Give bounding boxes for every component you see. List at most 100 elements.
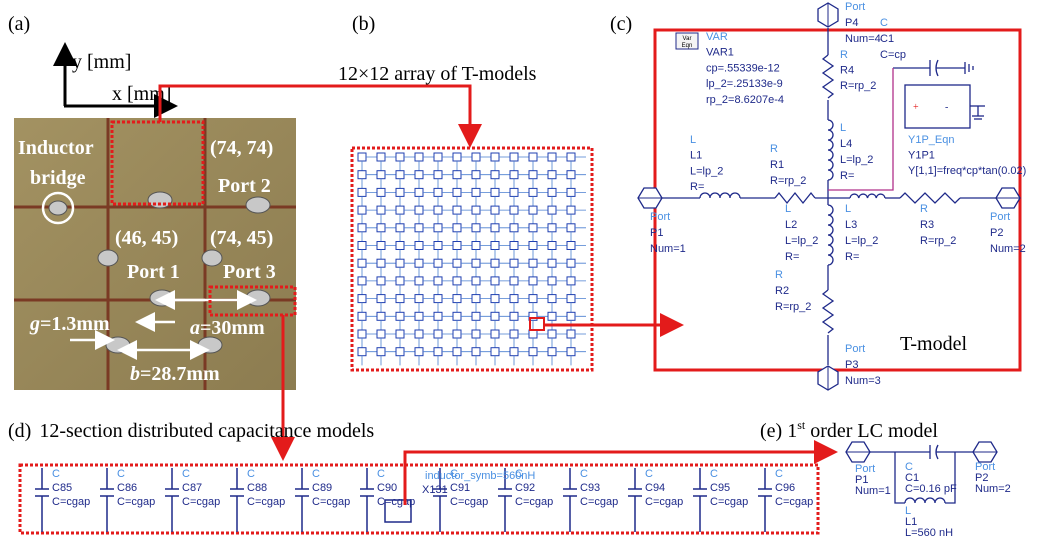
- cell: [491, 206, 499, 214]
- figure: (a) y [mm] x [mm] Inductor bridge (74, 7…: [0, 0, 1041, 538]
- component-type: C: [117, 468, 125, 480]
- cell-wire: [381, 263, 396, 277]
- cell: [548, 348, 556, 356]
- cell: [377, 348, 385, 356]
- component-label: C=cgap: [450, 496, 488, 508]
- cell: [358, 206, 366, 214]
- cell: [434, 259, 442, 267]
- cell: [510, 206, 518, 214]
- component-label: C=cgap: [52, 496, 90, 508]
- cell: [453, 153, 461, 161]
- component-label: Y1P1: [908, 150, 935, 162]
- cell-wire: [533, 299, 548, 313]
- component-label: R1: [770, 159, 784, 171]
- cell: [396, 330, 404, 338]
- t-model-array: [358, 153, 586, 365]
- component-label: C1: [880, 33, 894, 45]
- cell: [567, 277, 575, 285]
- component-label: Num=1: [855, 485, 891, 497]
- component-label: R3: [920, 219, 934, 231]
- cell-wire: [514, 281, 529, 295]
- cell-wire: [533, 334, 548, 348]
- cell-wire: [552, 210, 567, 224]
- cell: [396, 277, 404, 285]
- cell-wire: [533, 210, 548, 224]
- cell: [396, 206, 404, 214]
- cell: [358, 188, 366, 196]
- cell-wire: [495, 210, 510, 224]
- cell-wire: [438, 352, 453, 366]
- cell-wire: [495, 316, 510, 330]
- cell: [377, 295, 385, 303]
- cell-wire: [514, 228, 529, 242]
- component-type: Port: [845, 343, 865, 355]
- cell-wire: [400, 192, 415, 206]
- icon-text: Eqn: [682, 43, 693, 49]
- cell: [510, 188, 518, 196]
- cell-wire: [571, 157, 586, 171]
- cell-wire: [381, 334, 396, 348]
- component-type: C: [710, 468, 718, 480]
- component-label: C93: [580, 482, 600, 494]
- cell-wire: [438, 299, 453, 313]
- cell: [529, 188, 537, 196]
- cell-wire: [552, 263, 567, 277]
- cell-wire: [514, 175, 529, 189]
- cell-wire: [476, 334, 491, 348]
- component-label: C90: [377, 482, 397, 494]
- cell: [529, 171, 537, 179]
- cell: [453, 224, 461, 232]
- cell-wire: [419, 316, 434, 330]
- cell: [510, 348, 518, 356]
- cell-wire: [362, 157, 377, 171]
- cell-wire: [514, 157, 529, 171]
- symbol: a: [190, 317, 200, 339]
- component-type: L: [845, 203, 851, 215]
- symbol: b: [130, 363, 140, 385]
- cell: [529, 277, 537, 285]
- cell-wire: [362, 210, 377, 224]
- cell: [510, 224, 518, 232]
- cell: [510, 312, 518, 320]
- cell: [472, 224, 480, 232]
- cell-wire: [438, 210, 453, 224]
- dimension: b=28.7mm: [130, 363, 220, 385]
- cell: [567, 153, 575, 161]
- cell: [548, 330, 556, 338]
- cell: [358, 224, 366, 232]
- cell: [415, 295, 423, 303]
- component-type: Port: [990, 211, 1010, 223]
- cell-wire: [400, 299, 415, 313]
- cell: [434, 224, 442, 232]
- cell-wire: [476, 228, 491, 242]
- cell: [529, 348, 537, 356]
- cell-wire: [438, 157, 453, 171]
- cell: [434, 277, 442, 285]
- cell-wire: [457, 352, 472, 366]
- cell: [548, 277, 556, 285]
- component-label: VAR1: [706, 47, 734, 59]
- component-label: C91: [450, 482, 470, 494]
- cell: [453, 242, 461, 250]
- component-label: L=lp_2: [785, 235, 818, 247]
- cell-wire: [419, 334, 434, 348]
- cell: [510, 153, 518, 161]
- cell: [434, 242, 442, 250]
- cell-wire: [457, 228, 472, 242]
- cell: [567, 242, 575, 250]
- cell-wire: [362, 316, 377, 330]
- photo-label: bridge: [30, 167, 86, 189]
- component-type: R: [770, 143, 778, 155]
- cell-wire: [476, 175, 491, 189]
- cell: [472, 348, 480, 356]
- component-type: C: [580, 468, 588, 480]
- component-type: VAR: [706, 31, 728, 43]
- cell: [396, 153, 404, 161]
- cell-wire: [381, 210, 396, 224]
- capacitor: [360, 468, 374, 532]
- cell: [491, 330, 499, 338]
- capacitor: [628, 468, 642, 532]
- cell: [529, 259, 537, 267]
- value: =1.3mm: [40, 313, 110, 335]
- cell-wire: [533, 263, 548, 277]
